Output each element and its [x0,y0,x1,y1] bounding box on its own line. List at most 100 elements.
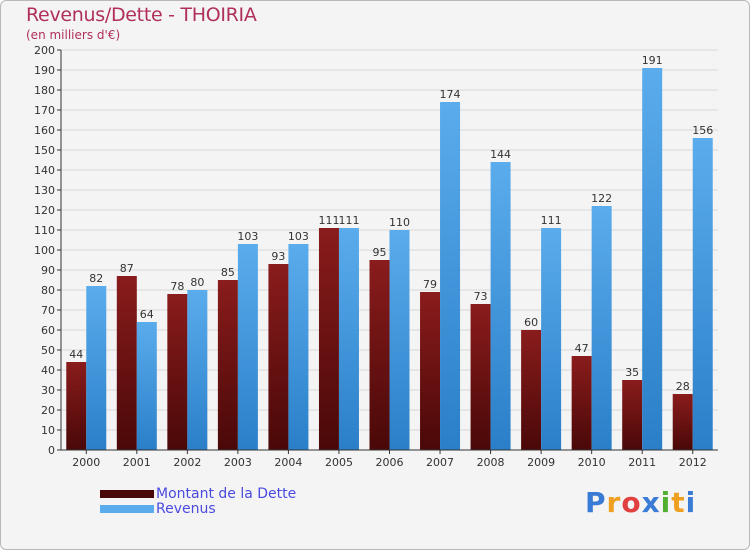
y-tick-label: 0 [48,444,55,457]
data-label-dette: 47 [575,342,589,355]
y-tick-label: 190 [34,64,55,77]
bar-revenus [591,206,612,450]
data-label-dette: 44 [69,348,83,361]
data-label-revenus: 82 [89,272,103,285]
x-tick-label: 2003 [224,456,252,469]
chart-title: Revenus/Dette - THOIRIA [26,4,257,26]
data-label-revenus: 174 [440,88,461,101]
logo-letter: i [685,486,697,519]
y-tick-label: 70 [41,304,55,317]
data-label-revenus: 144 [490,148,511,161]
y-tick-label: 130 [34,184,55,197]
legend-item-dette: Montant de la Dette [100,486,296,502]
y-tick-label: 200 [34,44,55,57]
data-label-dette: 95 [373,246,387,259]
bar-revenus [136,322,157,450]
x-tick-label: 2009 [527,456,555,469]
y-tick-label: 160 [34,124,55,137]
data-label-dette: 35 [625,366,639,379]
y-tick-label: 50 [41,344,55,357]
y-tick-label: 80 [41,284,55,297]
data-label-dette: 60 [524,316,538,329]
axis-layer: 0 10 20 30 40 50 60 70 80 90 100 110 120 130 140 150 160… [34,44,718,469]
bar-dette [217,280,238,450]
data-label-revenus: 80 [190,276,204,289]
bar-revenus [692,138,713,450]
y-tick-label: 30 [41,384,55,397]
bar-dette [571,356,592,450]
bar-revenus [541,228,562,450]
x-tick-label: 2011 [628,456,656,469]
data-label-revenus: 111 [541,214,562,227]
legend-swatch-revenus [100,504,154,513]
legend-swatch-dette [100,489,154,498]
data-label-dette: 111 [318,214,339,227]
legend-item-revenus: Revenus [100,500,296,517]
bar-revenus [440,102,461,450]
y-tick-label: 120 [34,204,55,217]
logo-letter: o [621,486,642,519]
data-label-revenus: 103 [237,230,258,243]
y-tick-label: 60 [41,324,55,337]
x-tick-label: 2012 [679,456,707,469]
bar-revenus [338,228,359,450]
legend-label-revenus: Revenus [156,500,216,517]
y-tick-label: 90 [41,264,55,277]
chart-subtitle: (en milliers d'€) [26,28,121,42]
bar-dette [369,260,390,450]
bar-dette [167,294,188,450]
x-tick-label: 2007 [426,456,454,469]
data-label-revenus: 156 [692,124,713,137]
y-tick-label: 100 [34,244,55,257]
bar-dette [268,264,289,450]
bar-dette [672,394,693,450]
x-tick-label: 2005 [325,456,353,469]
bar-layer [66,68,713,450]
logo-letter: i [660,486,672,519]
proxiti-logo: Proxiti [585,486,696,519]
y-tick-label: 150 [34,144,55,157]
x-tick-label: 2000 [72,456,100,469]
data-label-dette: 73 [474,290,488,303]
y-tick-label: 40 [41,364,55,377]
data-label-revenus: 191 [642,54,663,67]
x-tick-label: 2010 [578,456,606,469]
bar-revenus [642,68,663,450]
x-tick-label: 2004 [274,456,302,469]
bar-revenus [86,286,107,450]
data-label-dette: 78 [170,280,184,293]
data-label-revenus: 110 [389,216,410,229]
data-label-revenus: 64 [140,308,154,321]
y-tick-label: 170 [34,104,55,117]
y-tick-label: 10 [41,424,55,437]
bar-dette [521,330,542,450]
logo-letter: r [606,486,622,519]
logo-letter: x [641,486,661,519]
data-label-dette: 28 [676,380,690,393]
bar-revenus [490,162,511,450]
x-tick-label: 2002 [173,456,201,469]
y-tick-label: 180 [34,84,55,97]
bar-dette [420,292,441,450]
bar-revenus [288,244,309,450]
legend: Montant de la Dette Revenus [100,486,296,517]
x-tick-label: 2006 [376,456,404,469]
y-tick-label: 110 [34,224,55,237]
y-tick-label: 140 [34,164,55,177]
data-label-revenus: 111 [338,214,359,227]
bar-dette [622,380,643,450]
data-label-dette: 79 [423,278,437,291]
bar-dette [116,276,137,450]
x-tick-label: 2001 [123,456,151,469]
y-tick-label: 20 [41,404,55,417]
logo-letter: P [585,486,607,519]
bar-dette [66,362,87,450]
x-tick-label: 2008 [477,456,505,469]
bar-revenus [389,230,410,450]
data-label-dette: 85 [221,266,235,279]
bar-dette [470,304,491,450]
bar-revenus [187,290,208,450]
bar-revenus [237,244,258,450]
